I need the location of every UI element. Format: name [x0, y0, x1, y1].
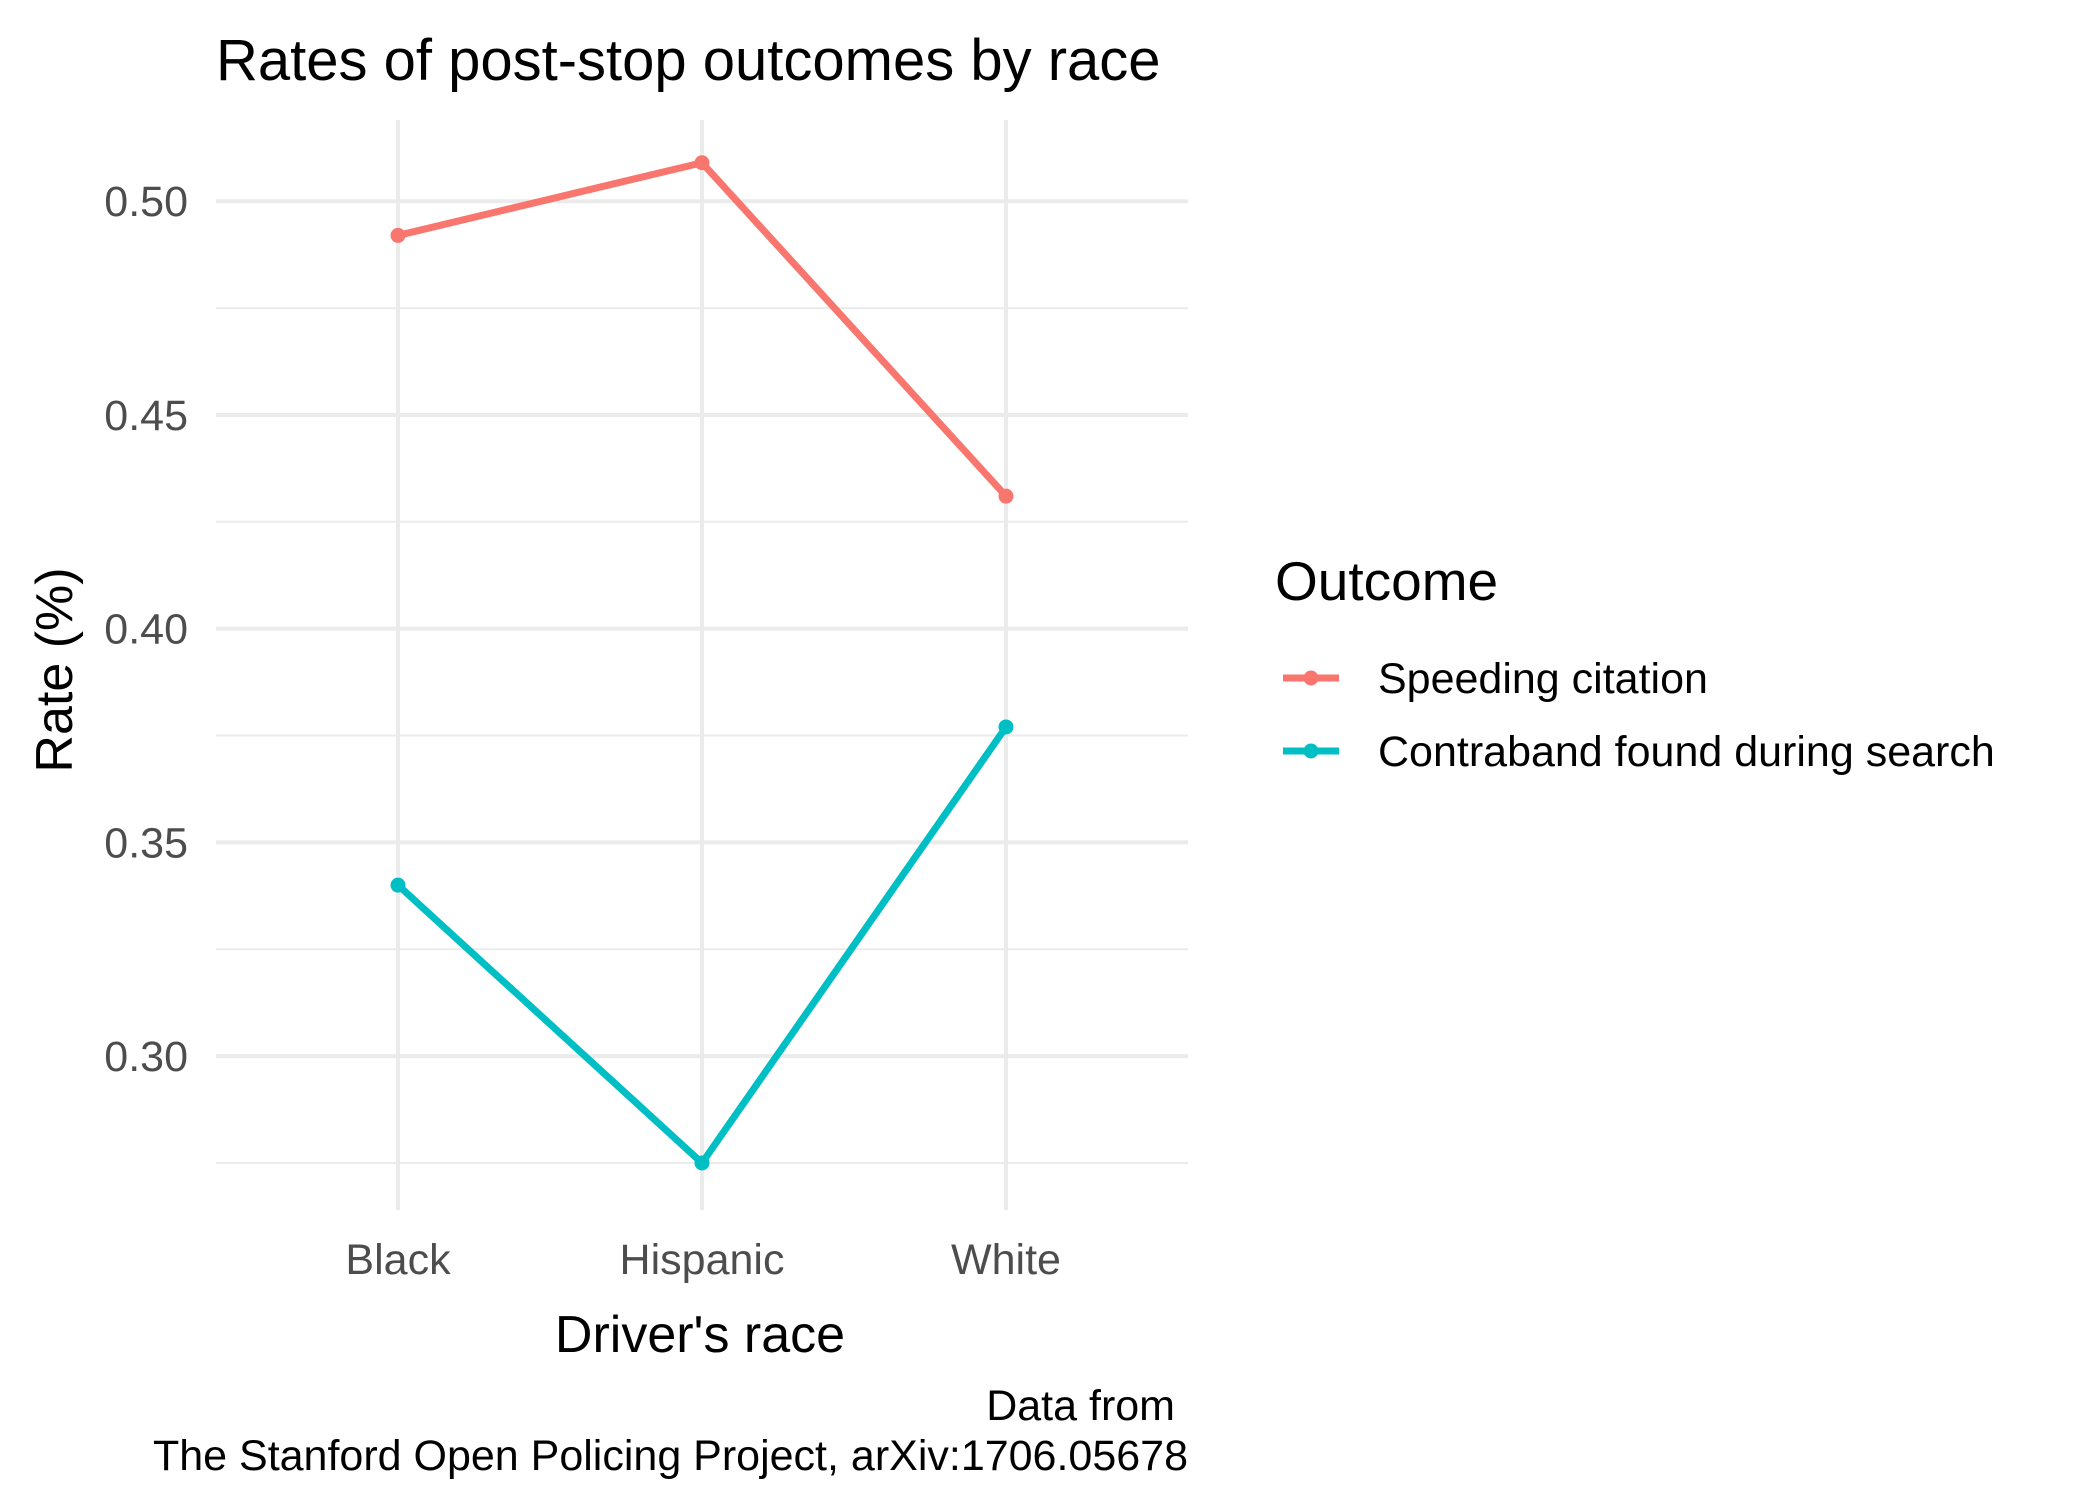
series-2-point [390, 877, 406, 893]
legend-key-point [1303, 670, 1319, 686]
x-axis-ticks: Black Hispanic White [345, 1236, 1061, 1284]
legend-label: Speeding citation [1378, 655, 1708, 703]
y-axis-ticks: 0.30 0.35 0.40 0.45 0.50 [104, 178, 188, 1081]
y-tick-label: 0.40 [104, 606, 188, 654]
x-tick-label: Hispanic [620, 1236, 785, 1284]
legend-label: Contraband found during search [1378, 728, 1995, 776]
y-axis-title: Rate (%) [26, 567, 84, 772]
grid [216, 120, 1188, 1210]
caption-line-1: Data from [986, 1382, 1175, 1430]
y-tick-label: 0.45 [104, 392, 188, 440]
y-tick-label: 0.50 [104, 178, 188, 226]
chart-title: Rates of post-stop outcomes by race [216, 28, 1161, 93]
series-1-point [694, 155, 710, 171]
series-2-point [694, 1155, 710, 1171]
series-2-point [998, 719, 1014, 735]
series-1-point [998, 488, 1014, 504]
legend-title: Outcome [1275, 550, 1498, 612]
x-axis-title: Driver's race [555, 1306, 845, 1364]
caption-line-2: The Stanford Open Policing Project, arXi… [153, 1432, 1188, 1480]
legend: Outcome Speeding citation Contraband foun… [1275, 550, 1995, 776]
y-tick-label: 0.35 [104, 819, 188, 867]
series-1-point [390, 227, 406, 243]
x-tick-label: Black [345, 1236, 451, 1284]
series-layer [390, 155, 1014, 1171]
legend-key-point [1303, 743, 1319, 759]
y-tick-label: 0.30 [104, 1033, 188, 1081]
x-tick-label: White [951, 1236, 1061, 1284]
